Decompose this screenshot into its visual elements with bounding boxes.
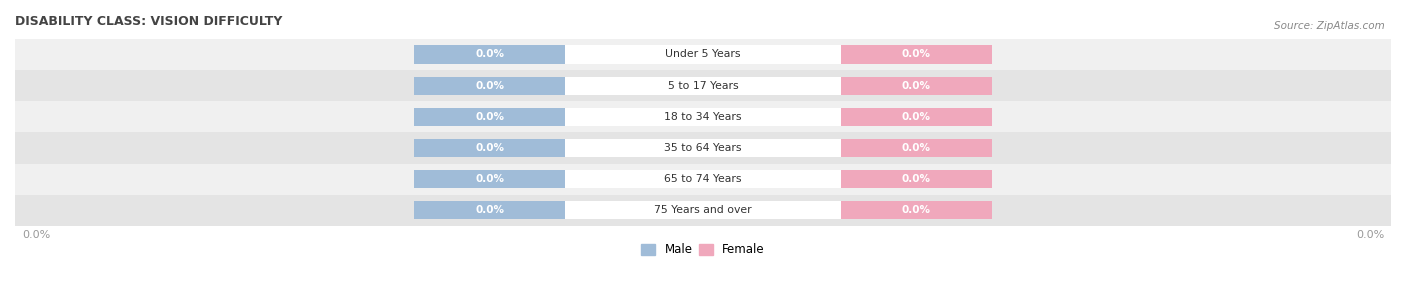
Bar [841,45,993,63]
Bar [413,77,565,95]
Bar [841,77,993,95]
Text: DISABILITY CLASS: VISION DIFFICULTY: DISABILITY CLASS: VISION DIFFICULTY [15,15,283,28]
Text: 18 to 34 Years: 18 to 34 Years [664,112,742,122]
Text: 0.0%: 0.0% [22,230,51,240]
Bar [565,45,841,63]
Text: 75 Years and over: 75 Years and over [654,205,752,215]
Bar [841,108,993,126]
Bar [565,108,841,126]
Bar [841,201,993,219]
Text: 35 to 64 Years: 35 to 64 Years [664,143,742,153]
Bar [565,170,841,188]
Text: 0.0%: 0.0% [901,81,931,91]
Bar [15,70,1391,101]
Text: 0.0%: 0.0% [901,143,931,153]
Text: 0.0%: 0.0% [901,112,931,122]
Text: Source: ZipAtlas.com: Source: ZipAtlas.com [1274,21,1385,31]
Text: 0.0%: 0.0% [901,205,931,215]
Text: 0.0%: 0.0% [475,81,505,91]
Bar [413,201,565,219]
Bar [565,201,841,219]
Bar [841,139,993,157]
Bar [15,101,1391,132]
Bar [413,45,565,63]
Text: 0.0%: 0.0% [475,174,505,184]
Text: 0.0%: 0.0% [475,112,505,122]
Text: 0.0%: 0.0% [475,143,505,153]
Text: 0.0%: 0.0% [901,174,931,184]
Bar [413,139,565,157]
Bar [413,170,565,188]
Text: 0.0%: 0.0% [475,205,505,215]
Legend: Male, Female: Male, Female [637,239,769,261]
Text: Under 5 Years: Under 5 Years [665,49,741,59]
Bar [413,108,565,126]
Bar [565,139,841,157]
Text: 0.0%: 0.0% [1355,230,1384,240]
Text: 5 to 17 Years: 5 to 17 Years [668,81,738,91]
Text: 65 to 74 Years: 65 to 74 Years [664,174,742,184]
Bar [565,77,841,95]
Bar [15,195,1391,226]
Bar [15,163,1391,195]
Bar [841,170,993,188]
Bar [15,39,1391,70]
Bar [15,132,1391,163]
Text: 0.0%: 0.0% [475,49,505,59]
Text: 0.0%: 0.0% [901,49,931,59]
